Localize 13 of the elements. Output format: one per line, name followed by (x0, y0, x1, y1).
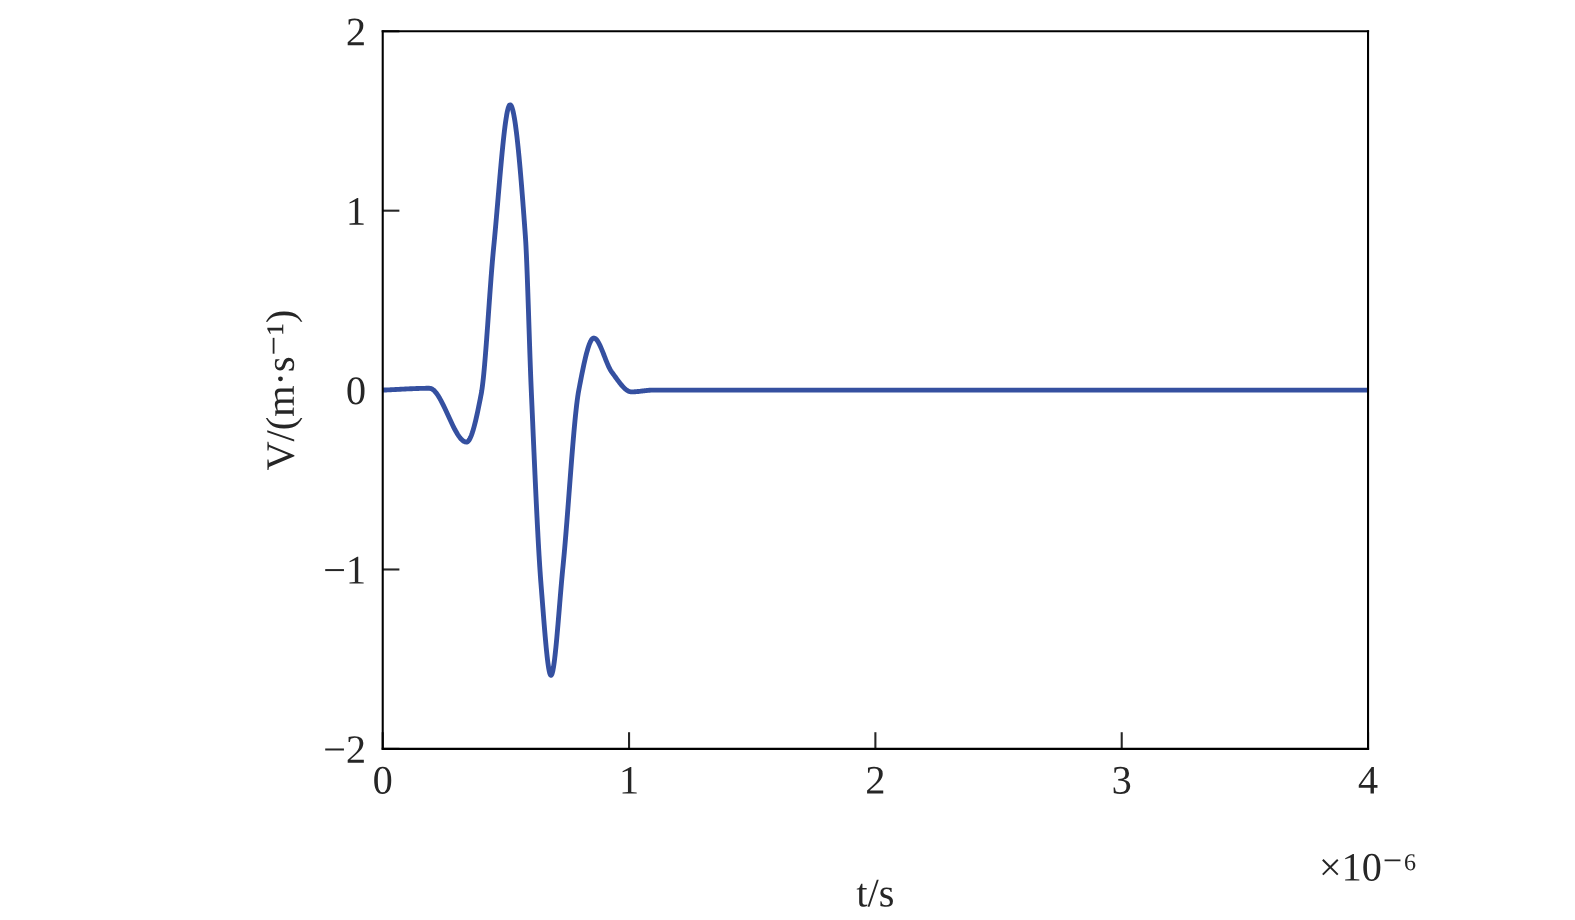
text: ×10⁻⁶ (1322, 853, 1416, 881)
y-tick-label: −2 (325, 736, 364, 763)
y-tick-label: 0 (347, 377, 365, 405)
y-tick-label: −1 (325, 556, 364, 584)
y-tick-label: 1 (349, 198, 364, 225)
y-axis-title: V/(m·s⁻¹) (265, 311, 303, 471)
x-axis-title: t/s (856, 879, 893, 907)
x-tick-label: 3 (1113, 766, 1131, 794)
x-tick-label: 4 (1358, 766, 1378, 794)
x-tick-label: 0 (374, 766, 392, 794)
x-tick-label: 2 (867, 766, 884, 794)
y-tick-label: 2 (347, 18, 364, 46)
x-tick-label: 1 (622, 766, 637, 794)
